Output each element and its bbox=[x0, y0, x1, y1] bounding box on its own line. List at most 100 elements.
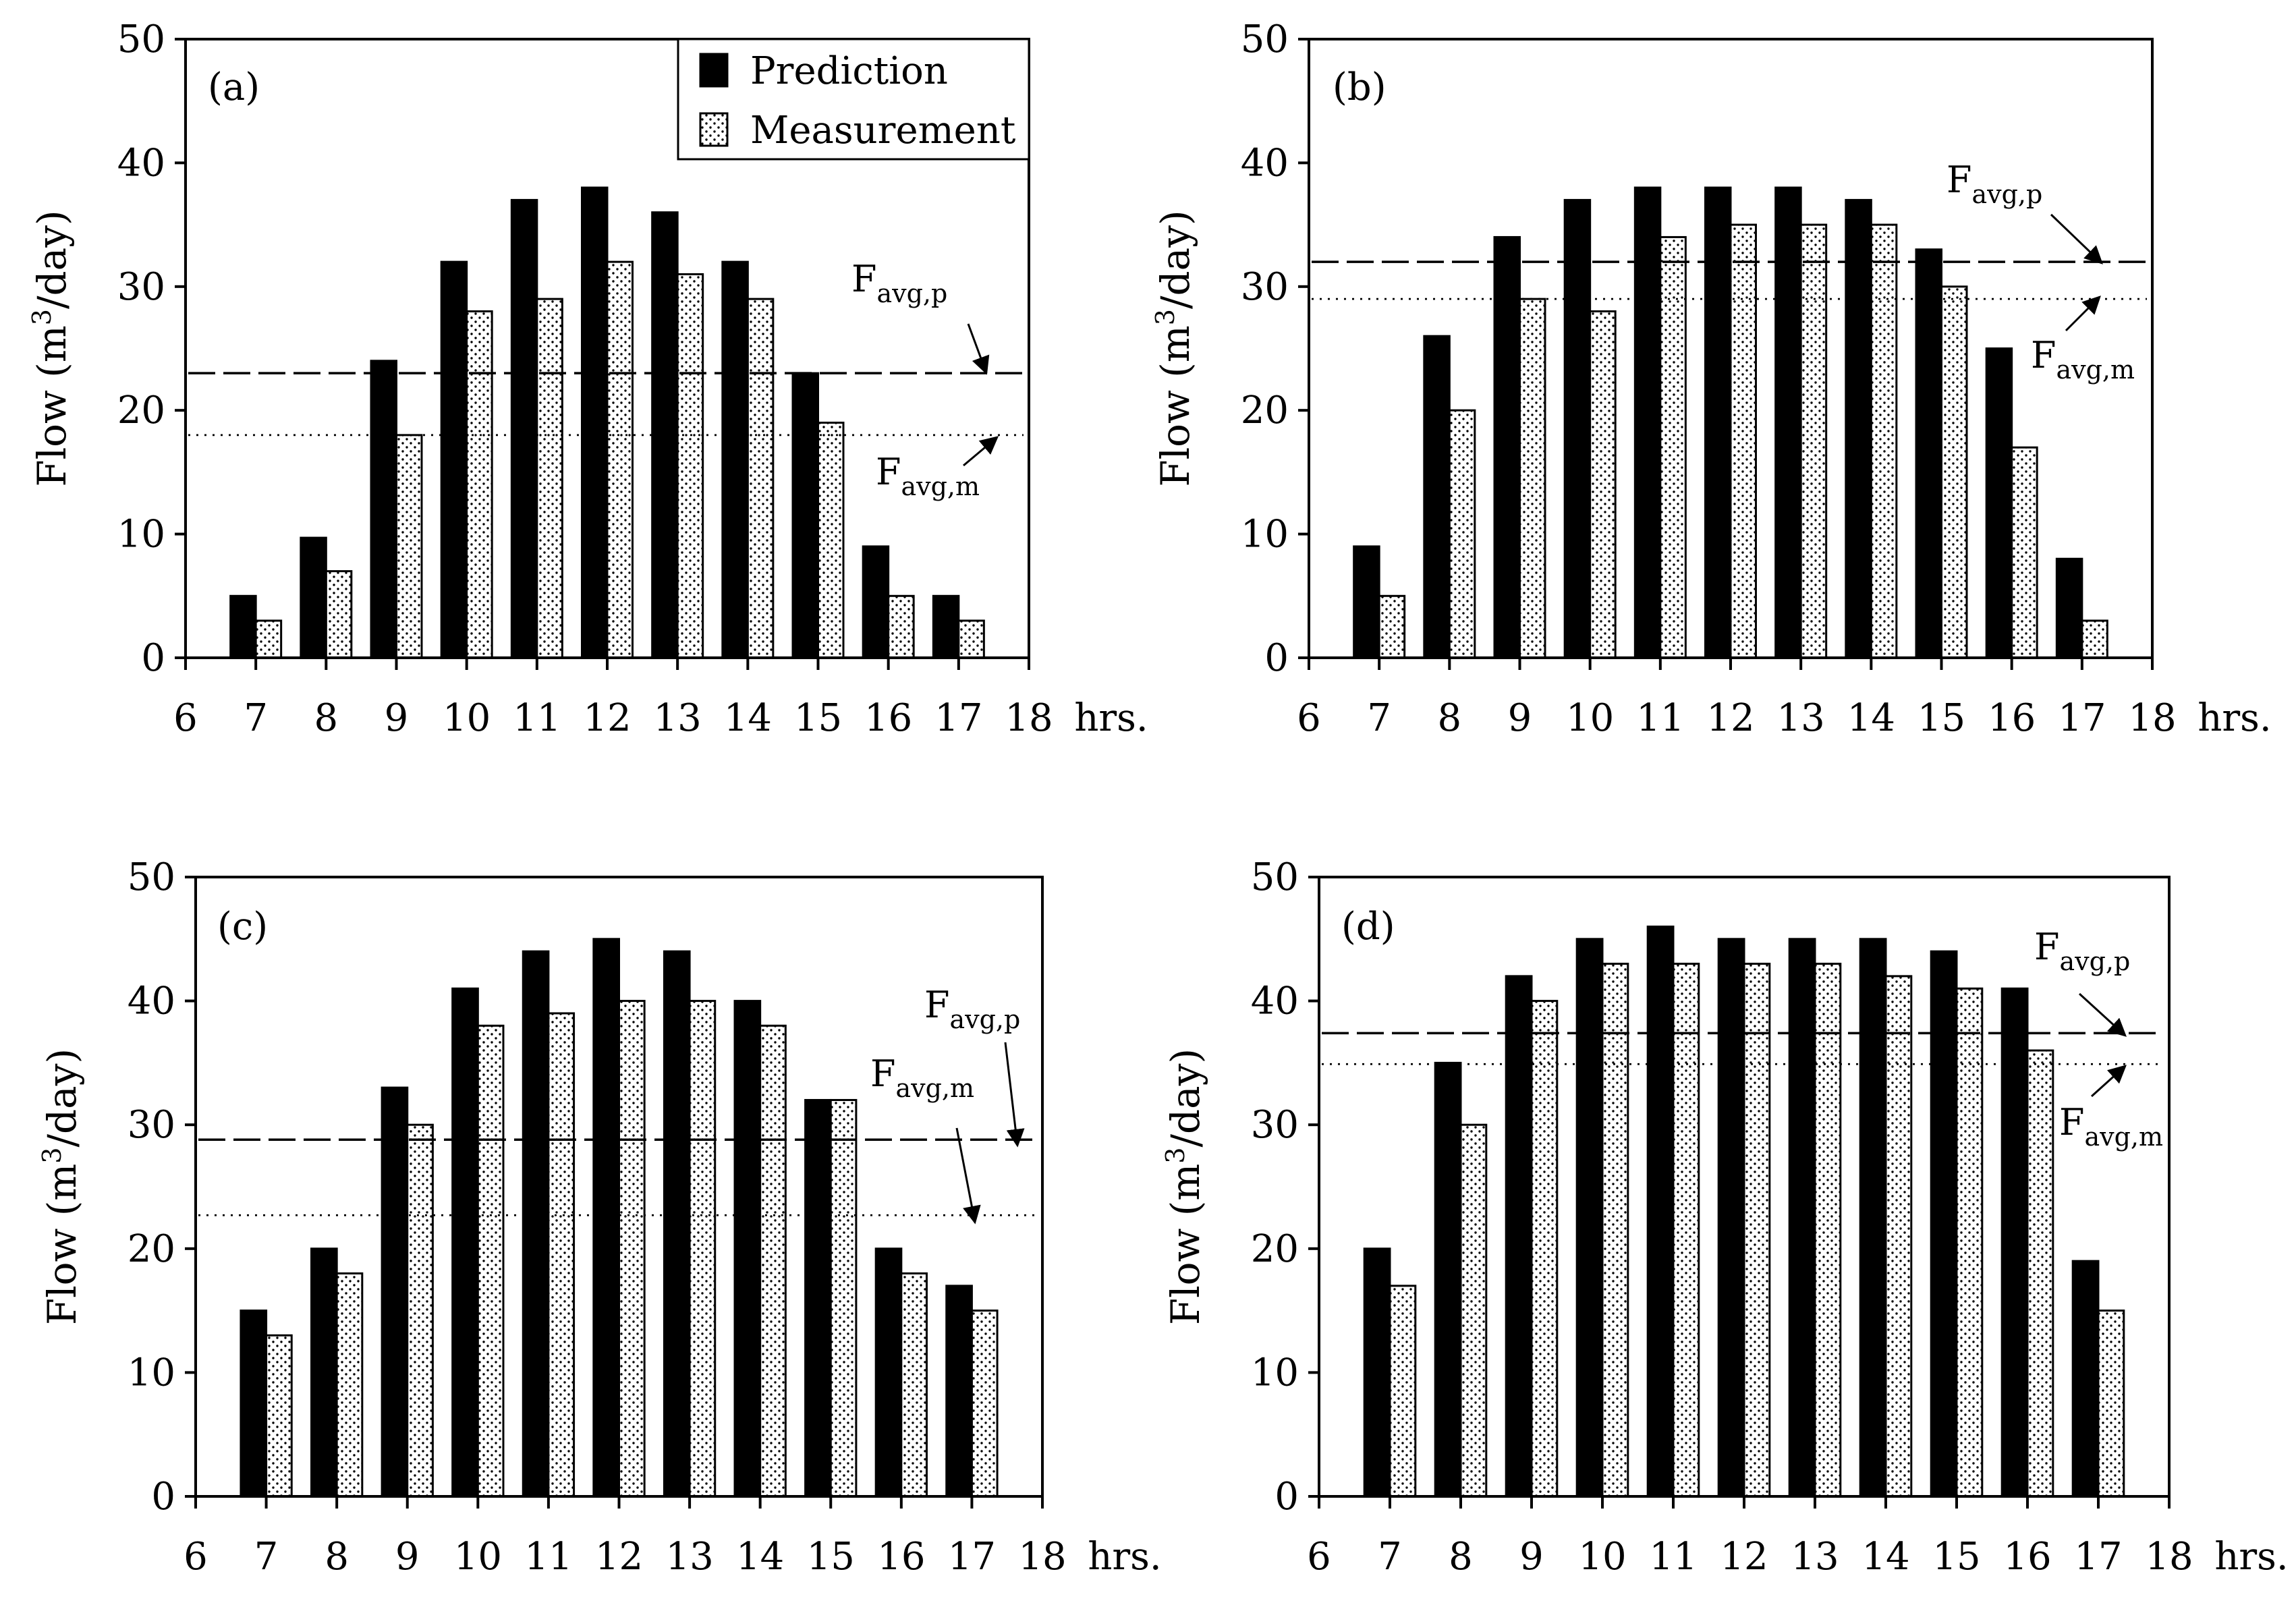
x-tick-label: 8 bbox=[325, 1535, 349, 1579]
y-tick-label: 50 bbox=[128, 855, 175, 899]
x-tick-label: 9 bbox=[1508, 696, 1532, 740]
avg-prediction-label: Favg,p bbox=[1947, 159, 2042, 209]
x-tick-label: 12 bbox=[595, 1535, 643, 1579]
measurement-bar bbox=[688, 1000, 717, 1498]
x-tick-label: 13 bbox=[1777, 696, 1825, 740]
x-tick-label: 15 bbox=[807, 1535, 855, 1579]
x-tick-label: 9 bbox=[385, 696, 409, 740]
x-tick-label: 10 bbox=[454, 1535, 502, 1579]
measurement-bar bbox=[817, 422, 845, 659]
prediction-bar bbox=[721, 260, 749, 659]
measurement-bar bbox=[335, 1272, 364, 1498]
measurement-bar bbox=[900, 1272, 928, 1498]
y-axis-label: Flow (m3/day) bbox=[1150, 210, 1198, 486]
measurement-bar bbox=[676, 273, 704, 659]
measurement-bar bbox=[265, 1334, 293, 1498]
measurement-bar bbox=[887, 594, 915, 659]
x-tick-label: 10 bbox=[443, 696, 491, 740]
y-tick-label: 20 bbox=[117, 389, 165, 432]
prediction-bar bbox=[2055, 557, 2083, 659]
y-axis-label: Flow (m3/day) bbox=[27, 210, 75, 486]
y-tick-label: 10 bbox=[1251, 1351, 1299, 1395]
prediction-bar bbox=[1434, 1061, 1462, 1498]
measurement-bar bbox=[1601, 963, 1629, 1498]
x-tick-label: 7 bbox=[1367, 696, 1391, 740]
prediction-bar bbox=[932, 594, 960, 659]
avg-prediction-label: Favg,p bbox=[2034, 926, 2130, 976]
x-tick-label: 17 bbox=[948, 1535, 996, 1579]
measurement-bar bbox=[325, 570, 353, 659]
measurement-bar bbox=[395, 434, 423, 659]
prediction-bar bbox=[1717, 938, 1745, 1498]
measurement-bar bbox=[606, 260, 634, 659]
y-tick-label: 10 bbox=[1241, 513, 1289, 557]
avg-arrow bbox=[955, 1127, 981, 1224]
x-tick-label: 14 bbox=[724, 696, 772, 740]
x-tick-label: 14 bbox=[1847, 696, 1895, 740]
y-axis-label: Flow (m3/day) bbox=[37, 1048, 85, 1325]
legend-box bbox=[677, 38, 1030, 161]
prediction-bar bbox=[663, 950, 691, 1498]
y-tick-label: 30 bbox=[128, 1103, 175, 1147]
measurement-bar bbox=[957, 619, 985, 659]
prediction-bar bbox=[310, 1247, 338, 1498]
x-tick-label: 17 bbox=[2074, 1535, 2122, 1579]
avg-label-main: F bbox=[876, 451, 901, 493]
measurement-bar bbox=[1589, 310, 1617, 659]
prediction-bar bbox=[592, 938, 620, 1498]
x-tick-label: 14 bbox=[1861, 1535, 1909, 1579]
measurement-bar bbox=[1743, 963, 1771, 1498]
y-tick-label: 40 bbox=[128, 980, 175, 1023]
measurement-bar bbox=[1799, 223, 1828, 659]
avg-label-main: F bbox=[2031, 334, 2056, 376]
x-tick-label: 6 bbox=[184, 1535, 208, 1579]
x-tick-label: 11 bbox=[1636, 696, 1684, 740]
avg-measurement-label: Favg,m bbox=[2059, 1101, 2163, 1152]
legend-label-measurement: Measurement bbox=[750, 109, 1016, 152]
panel-label: (c) bbox=[217, 905, 268, 949]
y-tick-label: 30 bbox=[1241, 265, 1289, 309]
x-tick-label: 7 bbox=[254, 1535, 279, 1579]
prediction-bar bbox=[1704, 186, 1732, 659]
avg-label-main: F bbox=[1947, 159, 1971, 201]
x-tick-label: 8 bbox=[1438, 696, 1462, 740]
avg-label-main: F bbox=[2059, 1101, 2084, 1144]
x-tick-label: 9 bbox=[395, 1535, 420, 1579]
y-axis-label-superscript: 3 bbox=[1160, 1148, 1190, 1164]
y-axis-label-superscript: 3 bbox=[37, 1148, 67, 1164]
avg-label-sub: avg,p bbox=[949, 1005, 1020, 1034]
measurement-bar bbox=[2097, 1310, 2125, 1498]
x-tick-label: 10 bbox=[1578, 1535, 1626, 1579]
x-tick-label: 8 bbox=[1449, 1535, 1473, 1579]
avg-label-sub: avg,m bbox=[2056, 355, 2135, 385]
prediction-bar bbox=[1423, 335, 1451, 659]
measurement-bar bbox=[1378, 594, 1406, 659]
measurement-bar bbox=[254, 619, 283, 659]
prediction-bar bbox=[874, 1247, 903, 1498]
y-axis-label-superscript: 3 bbox=[27, 309, 57, 325]
y-axis-label-end: /day) bbox=[1152, 210, 1198, 309]
avg-measurement-label: Favg,m bbox=[2031, 334, 2135, 385]
avg-label-sub: avg,p bbox=[1971, 179, 2042, 209]
prediction-bar bbox=[522, 950, 550, 1498]
prediction-bar bbox=[510, 198, 538, 659]
x-tick-label: 15 bbox=[1917, 696, 1965, 740]
x-tick-label: 17 bbox=[934, 696, 982, 740]
avg-label-main: F bbox=[924, 984, 949, 1026]
x-tick-label: 9 bbox=[1519, 1535, 1544, 1579]
measurement-bar bbox=[536, 298, 563, 659]
y-tick-label: 20 bbox=[1241, 389, 1289, 432]
legend-swatch-prediction bbox=[699, 53, 729, 88]
measurement-bar bbox=[2011, 446, 2038, 659]
prediction-bar bbox=[1505, 975, 1533, 1498]
y-axis-label-start: Flow (m bbox=[29, 325, 75, 486]
avg-prediction-label: Favg,p bbox=[851, 258, 947, 308]
x-tick-label: 16 bbox=[864, 696, 912, 740]
prediction-bar bbox=[381, 1086, 409, 1498]
measurement-bar bbox=[1448, 409, 1476, 659]
